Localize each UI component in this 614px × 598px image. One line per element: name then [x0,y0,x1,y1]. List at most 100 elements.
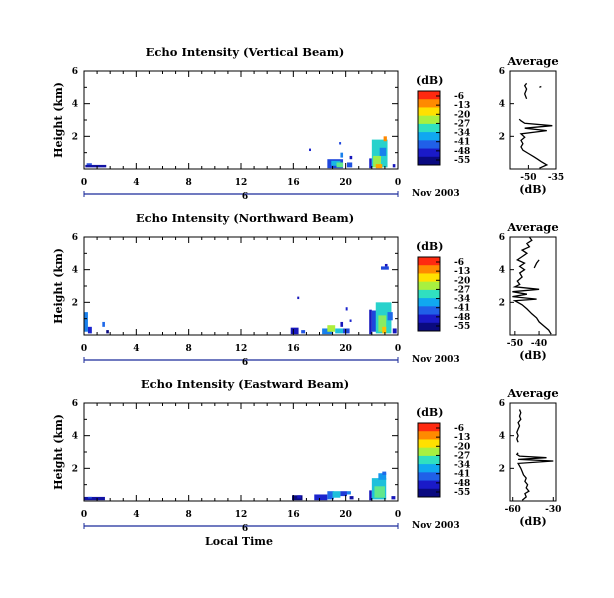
y-tick-label: 2 [72,132,78,142]
colorbar-tick-label: -41 [454,304,470,314]
echo-cell [369,490,372,501]
echo-cell [387,312,393,321]
colorbar-segment [418,265,440,274]
colorbar-tick-label: -48 [454,313,470,323]
echo-cell [374,486,385,498]
colorbar-segment [418,455,440,465]
echo-cell [369,158,372,169]
panel-title: Echo Intensity (Northward Beam) [136,211,354,225]
colorbar-segment [418,99,440,108]
panel-1: Echo Intensity (Northward Beam) Height (k… [52,211,559,368]
panel-2: Echo Intensity (Eastward Beam) Height (km… [52,377,561,548]
colorbar-tick-label: -20 [454,110,470,120]
colorbar-unit: (dB) [416,406,443,419]
echo-cell [336,162,344,168]
colorbar-tick-label: -41 [454,138,470,148]
x-tick-label: 0 [81,510,87,520]
profile-x-tick-label: -50 [507,339,523,349]
profile-y-tick-label: 6 [499,233,505,243]
profile-y-tick-label: 4 [499,100,505,110]
x-tick-label: 20 [339,344,352,354]
echo-cell [327,491,334,500]
colorbar-segment [418,156,440,166]
echo-cell [340,152,344,158]
echo-cell [379,147,387,156]
x-tick-label: 0 [81,178,87,188]
x-tick-label: 12 [235,510,248,520]
echo-cell [86,163,92,165]
profile-frame [509,70,557,170]
colorbar-segment [418,447,440,457]
echo-cell [346,491,351,495]
colorbar-segment [418,281,440,291]
echo-cell [297,495,302,499]
echo-cell [314,494,328,501]
echo-cell [85,164,107,168]
colorbar-tick-label: -48 [454,147,470,157]
colorbar-tick-label: -13 [454,433,470,443]
echo-cell [102,321,105,327]
echo-cell [380,266,389,270]
echo-cell [382,471,387,475]
y-tick-label: 2 [72,298,78,308]
profile-line [515,452,554,501]
plot-frame [83,402,399,502]
colorbar-tick-label: -6 [454,424,464,434]
colorbar-frame [417,256,441,332]
day-marker: 6 [242,358,248,368]
y-tick-label: 6 [72,399,78,409]
y-tick-label: 6 [72,233,78,243]
colorbar-frame [417,422,441,498]
profile-x-label: (dB) [519,349,546,362]
x-tick-label: 16 [287,510,300,520]
echo-cell [369,309,372,335]
colorbar-tick-label: -6 [454,258,464,268]
y-axis-label: Height (km) [52,82,65,158]
echo-cell [391,496,396,500]
echo-cell [340,491,347,497]
x-tick-label: 0 [395,510,401,520]
x-tick-label: 12 [235,344,248,354]
colorbar-segment [418,298,440,307]
echo-cell [343,328,350,334]
day-marker: 6 [242,192,248,202]
profile-title: Average [506,386,558,400]
colorbar-tick-label: -41 [454,470,470,480]
echo-cell [290,327,299,335]
echo-cell [84,496,105,501]
echo-cell [297,296,300,300]
profile-y-tick-label: 4 [499,432,505,442]
profile-y-tick-label: 6 [499,399,505,409]
echo-cell [382,326,387,334]
x-tick-label: 0 [395,178,401,188]
echo-cell [345,307,348,311]
echo-cell [332,491,341,498]
profile-y-tick-label: 4 [499,266,505,276]
colorbar-tick-label: -48 [454,479,470,489]
colorbar-tick-label: -34 [454,129,470,139]
profile-line [512,236,552,335]
profile-x-label: (dB) [519,183,546,196]
x-tick-label: 4 [133,178,139,188]
echo-cell [378,473,387,480]
colorbar-tick-label: -34 [454,295,470,305]
echo-cell [339,142,342,145]
x-tick-label: 4 [133,510,139,520]
x-tick-label: 16 [287,344,300,354]
echo-cell [384,263,388,267]
x-tick-label: 20 [339,178,352,188]
colorbar-tick-label: -34 [454,461,470,471]
colorbar-tick-label: -13 [454,101,470,111]
colorbar-segment [418,132,440,141]
y-tick-label: 4 [72,266,78,276]
profile-x-tick-label: -50 [520,173,536,183]
colorbar-segment [418,488,440,498]
profile-title: Average [506,54,558,68]
profile-x-tick-label: -60 [505,505,521,515]
echo-cell [340,321,344,327]
panel-0: Echo Intensity (Vertical Beam) Height (km… [52,45,564,202]
echo-cell [349,155,353,160]
colorbar-tick-label: -27 [454,285,470,295]
profile-frame [509,236,557,336]
